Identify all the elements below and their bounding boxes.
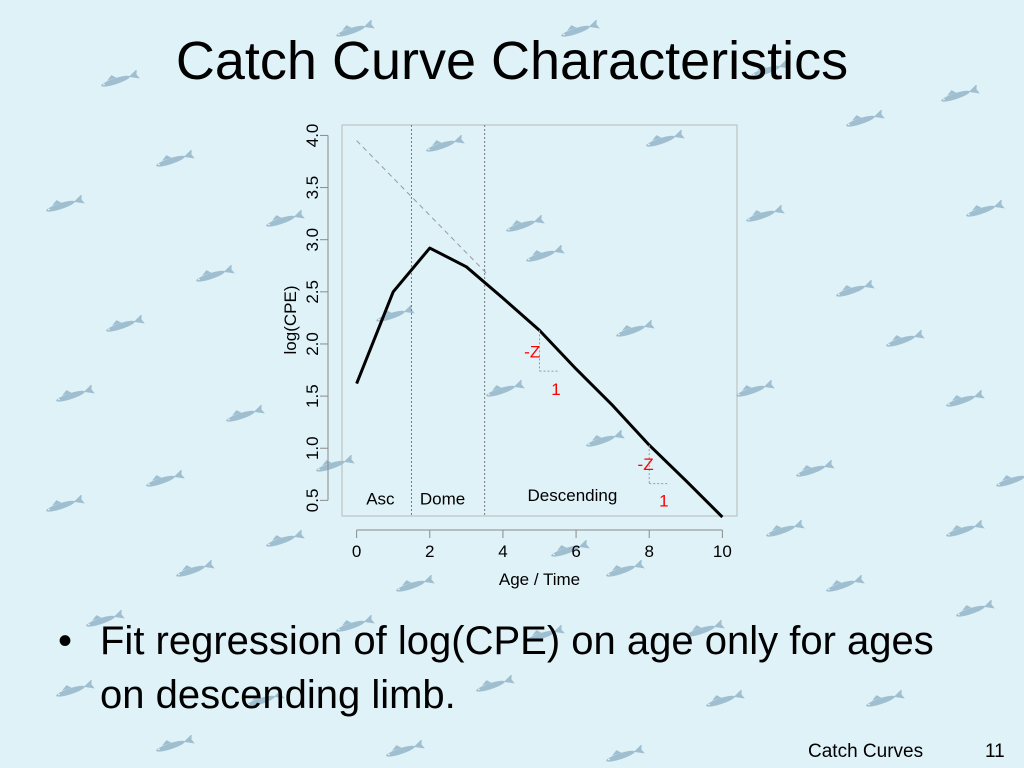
- fish-icon: [150, 734, 198, 753]
- y-tick-label: 3.5: [303, 176, 322, 200]
- fish-icon: [420, 134, 468, 153]
- fish-icon: [760, 519, 808, 538]
- fish-icon: [745, 59, 793, 78]
- region-label: Asc: [366, 489, 395, 508]
- fish-icon: [600, 744, 648, 763]
- fish-icon: [990, 469, 1024, 488]
- fish-icon: [240, 689, 288, 708]
- fish-icon: [820, 574, 868, 593]
- region-label: Descending: [528, 486, 618, 505]
- fish-icon: [40, 194, 88, 213]
- fish-icon: [50, 384, 98, 403]
- fish-icon: [520, 624, 568, 643]
- fish-icon: [470, 674, 518, 693]
- x-tick-label: 6: [571, 542, 580, 561]
- slide-title: Catch Curve Characteristics: [175, 31, 849, 91]
- fish-icon: [330, 614, 378, 633]
- fish-icon: [545, 539, 593, 558]
- fish-icon: [150, 149, 198, 168]
- bullet-marker: •: [58, 619, 73, 663]
- fish-icon: [700, 689, 748, 708]
- fish-icon: [80, 609, 128, 628]
- x-tick-label: 4: [498, 542, 507, 561]
- fish-icon: [40, 494, 88, 513]
- fish-icon: [190, 264, 238, 283]
- fish-icon: [880, 329, 928, 348]
- y-tick-label: 1.0: [303, 436, 322, 460]
- slope-rise-label: -Z: [524, 342, 540, 361]
- fish-icon: [940, 389, 988, 408]
- fish-icon: [830, 279, 878, 298]
- fish-icon: [935, 84, 983, 103]
- fish-icon: [260, 529, 308, 548]
- fish-icon: [840, 109, 888, 128]
- y-tick-label: 2.0: [303, 332, 322, 356]
- y-tick-label: 0.5: [303, 489, 322, 513]
- fish-icon: [100, 314, 148, 333]
- fish-icon: [940, 519, 988, 538]
- plot-frame: [341, 124, 738, 517]
- fish-icon: [740, 204, 788, 223]
- fish-icon: [960, 199, 1008, 218]
- fish-icon: [580, 429, 628, 448]
- fish-icon: [220, 404, 268, 423]
- fish-icon: [610, 319, 658, 338]
- fish-icon: [860, 689, 908, 708]
- x-axis-label: Age / Time: [499, 570, 580, 589]
- y-tick-label: 1.5: [303, 384, 322, 408]
- y-tick-label: 4.0: [303, 124, 322, 148]
- fish-icon: [330, 19, 378, 38]
- slope-run-label: 1: [659, 491, 668, 510]
- fish-icon: [950, 599, 998, 618]
- fish-icon: [50, 679, 98, 698]
- fish-icon: [95, 69, 143, 88]
- fish-icon: [500, 214, 548, 233]
- fish-icon: [380, 739, 428, 758]
- fish-icon: [520, 244, 568, 263]
- fish-icon: [310, 454, 358, 473]
- x-tick-label: 0: [352, 542, 361, 561]
- fish-icon: [140, 469, 188, 488]
- fish-icon: [600, 559, 648, 578]
- fish-icon: [680, 619, 728, 638]
- fish-icon: [170, 559, 218, 578]
- x-tick-label: 2: [425, 542, 434, 561]
- fish-icon: [480, 379, 528, 398]
- footer-title: Catch Curves: [808, 741, 924, 762]
- slope-rise-label: -Z: [638, 455, 654, 474]
- bullet-text: Fit regression of log(CPE) on age only f…: [100, 619, 934, 717]
- y-tick-label: 3.0: [303, 228, 322, 252]
- page-number: 11: [985, 741, 1005, 762]
- y-tick-label: 2.5: [303, 280, 322, 304]
- fish-icon: [260, 209, 308, 228]
- x-tick-label: 8: [644, 542, 653, 561]
- fish-icon: [640, 129, 688, 148]
- fish-icon: [730, 379, 778, 398]
- slope-run-label: 1: [551, 380, 560, 399]
- reference-line: [356, 140, 489, 276]
- fish-icon: [555, 19, 603, 38]
- x-tick-label: 10: [713, 542, 732, 561]
- fish-icon: [390, 574, 438, 593]
- fish-icon: [790, 459, 838, 478]
- region-label: Dome: [420, 489, 465, 508]
- y-axis-label: log(CPE): [281, 286, 300, 355]
